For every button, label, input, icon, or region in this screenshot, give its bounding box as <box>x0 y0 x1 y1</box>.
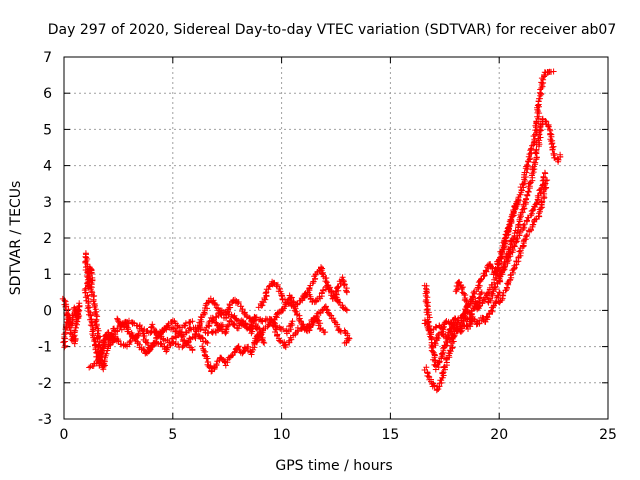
y-tick-label: 2 <box>43 231 52 247</box>
x-tick-label: 10 <box>273 427 291 443</box>
y-tick-label: 1 <box>43 267 52 283</box>
y-tick-label: -2 <box>38 376 52 392</box>
y-axis-label: SDTVAR / TECUs <box>8 181 24 296</box>
x-tick-label: 5 <box>168 427 177 443</box>
sdtvar-chart: 0 5 10 15 20 25 -3 -2 -1 0 1 2 3 4 5 6 7 Day 297 of 2020… <box>0 0 640 480</box>
x-tick-label: 25 <box>599 427 617 443</box>
y-tick-label: 5 <box>43 122 52 138</box>
y-tick-label: 7 <box>43 50 52 66</box>
x-tick-label: 15 <box>381 427 399 443</box>
y-tick-label: -3 <box>38 412 52 428</box>
x-tick-label: 20 <box>490 427 508 443</box>
y-tick-label: 0 <box>43 303 52 319</box>
chart-title: Day 297 of 2020, Sidereal Day-to-day VTE… <box>48 22 617 38</box>
y-tick-label: 3 <box>43 195 52 211</box>
y-tick-label: 6 <box>43 86 52 102</box>
y-tick-label: -1 <box>38 340 52 356</box>
x-tick-label: 0 <box>60 427 69 443</box>
y-tick-label: 4 <box>43 159 52 175</box>
x-axis-label: GPS time / hours <box>275 458 392 474</box>
